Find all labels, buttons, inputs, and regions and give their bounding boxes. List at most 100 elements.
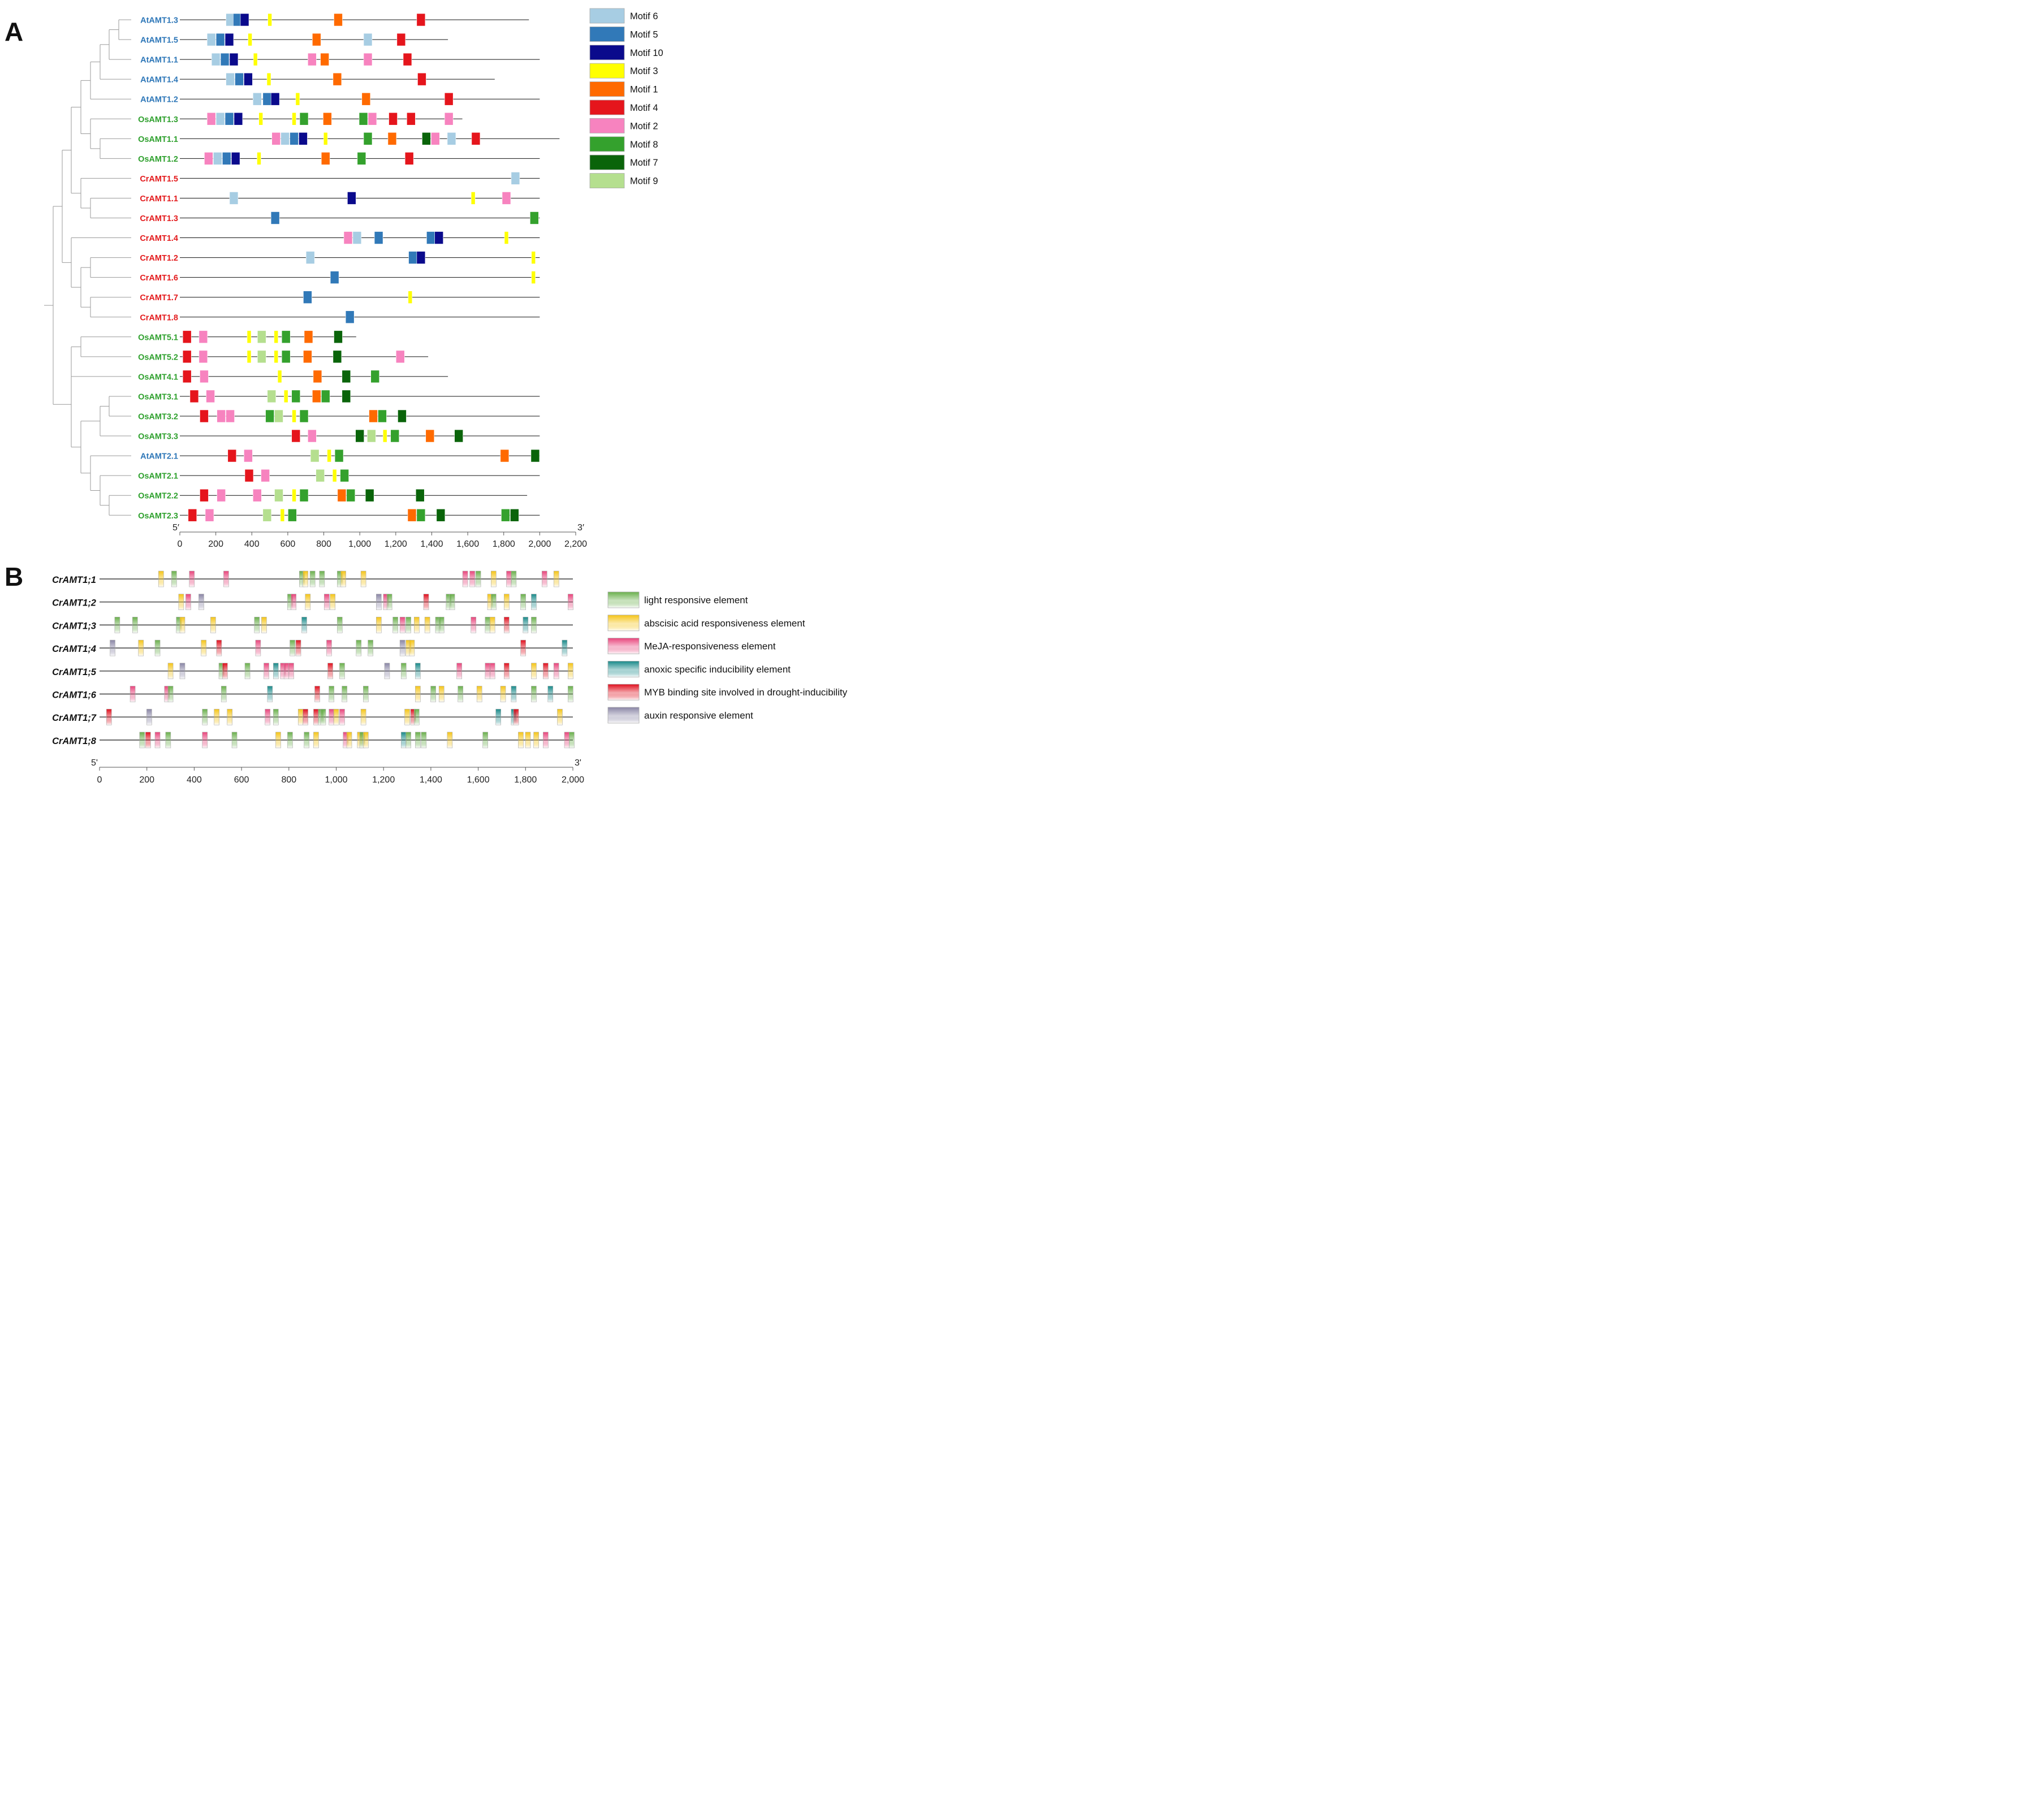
cis-element-box xyxy=(304,732,309,749)
motif-box xyxy=(274,488,283,502)
motif-box xyxy=(234,112,243,126)
gene-row-a: OsAMT2.3 xyxy=(138,508,540,522)
motif-box xyxy=(303,291,312,304)
cis-element-box xyxy=(214,708,219,725)
gene-label: OsAMT1.2 xyxy=(138,155,178,164)
axis-tick-label: 800 xyxy=(316,539,331,549)
cis-element-box xyxy=(363,686,369,702)
motif-box xyxy=(323,112,332,126)
promoter-label: CrAMT1;8 xyxy=(52,736,97,746)
motif-box xyxy=(267,390,277,403)
legend-label: Motif 2 xyxy=(630,121,658,131)
cis-element-box xyxy=(543,663,549,680)
gene-label: CrAMT1.8 xyxy=(140,313,178,322)
gene-label: AtAMT1.4 xyxy=(140,76,178,85)
motif-box xyxy=(447,132,456,145)
motif-box xyxy=(188,508,197,522)
motif-box xyxy=(382,429,387,443)
motif-box xyxy=(332,469,337,482)
motif-box xyxy=(204,152,213,165)
motif-box xyxy=(227,449,237,462)
legend-label: Motif 10 xyxy=(630,48,663,58)
promoter-label: CrAMT1;1 xyxy=(52,575,96,585)
legend-swatch xyxy=(589,154,625,170)
motif-box xyxy=(426,231,435,244)
motif-box xyxy=(511,172,520,185)
motif-box xyxy=(182,370,192,383)
cis-element-box xyxy=(231,732,238,749)
cis-element-box xyxy=(333,708,339,725)
cis-element-box xyxy=(504,663,510,680)
motif-box xyxy=(530,211,539,224)
gene-row-a: CrAMT1.7 xyxy=(140,291,540,304)
legend-label: MYB binding site involved in drought-ind… xyxy=(644,687,848,698)
cis-element-box xyxy=(415,732,421,749)
motif-box xyxy=(333,72,342,86)
legend-label: Motif 3 xyxy=(630,66,658,76)
cis-element-box xyxy=(171,570,177,587)
panel-b-axis: 0 200 400 600 800 1,000 1,200 1,400 1,600 1,800 2,… xyxy=(91,758,584,785)
legend-item: Motif 2 xyxy=(589,118,658,133)
motif-box xyxy=(334,330,343,344)
motif-box xyxy=(308,53,317,66)
gene-row-a: OsAMT3.3 xyxy=(138,429,540,443)
motif-box xyxy=(299,409,309,423)
motif-box xyxy=(199,330,208,344)
promoter-row: CrAMT1;2 xyxy=(52,594,573,610)
cis-element-box xyxy=(158,570,164,587)
axis-tick-label: 2,000 xyxy=(528,539,551,549)
element-legend: light responsive element abscisic acid re… xyxy=(607,591,848,724)
axis-tick-label: 200 xyxy=(208,539,223,549)
cis-element-box xyxy=(275,732,281,749)
cis-element-box xyxy=(376,594,382,610)
motif-box xyxy=(308,429,317,443)
cis-element-box xyxy=(201,639,206,656)
cis-element-box xyxy=(360,570,366,587)
motif-box xyxy=(444,92,454,106)
motif-box xyxy=(240,13,249,27)
legend-swatch xyxy=(589,100,625,115)
promoter-label: CrAMT1;3 xyxy=(52,621,96,631)
motif-box xyxy=(182,350,192,364)
motif-box xyxy=(247,350,252,364)
legend-item: Motif 1 xyxy=(589,81,658,97)
motif-box xyxy=(225,33,234,46)
gene-row-a: AtAMT1.3 xyxy=(140,13,529,27)
cis-element-box xyxy=(557,708,563,725)
motif-box xyxy=(281,350,291,364)
promoter-row: CrAMT1;5 xyxy=(52,663,573,680)
motif-box xyxy=(281,330,291,344)
cis-element-box xyxy=(525,732,531,749)
cis-element-box xyxy=(568,663,573,680)
motif-box xyxy=(206,390,215,403)
motif-box xyxy=(342,370,351,383)
gene-row-a: CrAMT1.1 xyxy=(140,192,540,205)
motif-box xyxy=(504,231,509,244)
axis-tick-label: 400 xyxy=(244,539,260,549)
five-prime-label: 5' xyxy=(91,758,98,768)
gene-label: AtAMT2.1 xyxy=(140,452,178,461)
motif-box xyxy=(222,152,231,165)
cis-element-box xyxy=(340,570,346,587)
promoter-label: CrAMT1;2 xyxy=(52,598,96,608)
gene-label: AtAMT1.1 xyxy=(140,56,178,65)
motif-box xyxy=(182,330,192,344)
cis-element-box xyxy=(531,663,537,680)
cis-element-box xyxy=(221,686,227,702)
motif-box xyxy=(425,429,435,443)
cis-element-box xyxy=(290,639,295,656)
legend-swatch xyxy=(589,45,625,60)
cis-element-box xyxy=(400,732,407,749)
cis-element-box xyxy=(423,594,429,610)
cis-element-box xyxy=(179,617,185,633)
motif-box xyxy=(320,53,329,66)
motif-box xyxy=(274,350,279,364)
gene-label: CrAMT1.4 xyxy=(140,234,178,243)
motif-box xyxy=(267,13,272,27)
cis-element-box xyxy=(210,617,216,633)
cis-element-box xyxy=(356,639,362,656)
cis-element-box xyxy=(368,639,373,656)
cis-element-box xyxy=(568,686,573,702)
panel-a-gene-rows: AtAMT1.3 AtAMT1.5 AtAMT1.1 AtAMT1.4 AtAMT1.2… xyxy=(138,13,560,522)
gene-label: AtAMT1.2 xyxy=(140,96,178,105)
